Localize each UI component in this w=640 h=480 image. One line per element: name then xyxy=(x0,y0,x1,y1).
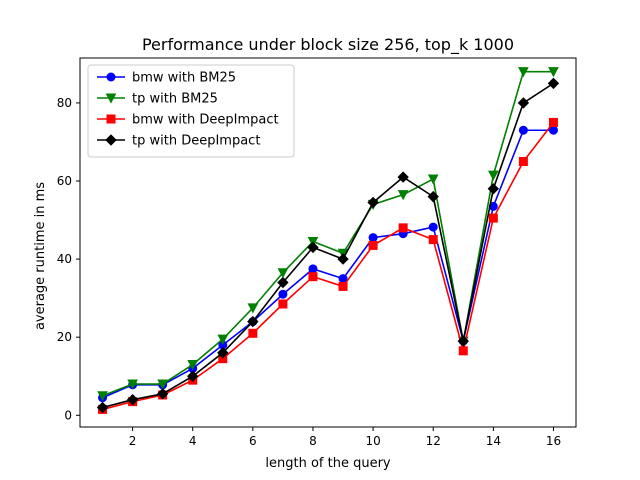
data-point xyxy=(487,183,500,195)
data-point xyxy=(548,125,558,135)
y-tick-label: 60 xyxy=(57,174,72,188)
data-point xyxy=(247,303,259,314)
data-point xyxy=(127,379,138,390)
data-point xyxy=(488,213,498,223)
data-point xyxy=(96,401,109,414)
series-line xyxy=(102,70,554,397)
data-point xyxy=(548,117,558,127)
series-2 xyxy=(97,67,559,402)
data-point xyxy=(368,240,378,250)
data-point xyxy=(518,125,528,135)
data-point xyxy=(517,97,530,109)
data-point xyxy=(518,67,529,78)
series-line xyxy=(102,129,554,399)
y-tick-label: 40 xyxy=(57,252,72,266)
y-tick-label: 80 xyxy=(57,96,72,110)
data-point xyxy=(428,235,438,245)
chart-title: Performance under block size 256, top_k … xyxy=(142,35,514,55)
data-point xyxy=(397,171,409,183)
data-point xyxy=(187,360,199,371)
data-point xyxy=(308,264,318,274)
data-point xyxy=(217,334,229,345)
x-tick-label: 2 xyxy=(129,434,137,448)
x-tick-label: 8 xyxy=(309,434,317,448)
data-point xyxy=(398,223,408,233)
data-point xyxy=(548,67,559,78)
data-point xyxy=(338,281,348,291)
legend-marker xyxy=(106,114,116,124)
data-point xyxy=(217,347,229,359)
legend-label: bmw with DeepImpact xyxy=(132,113,279,128)
x-tick-label: 14 xyxy=(486,434,501,448)
legend-item: tp with DeepImpact xyxy=(97,134,260,149)
data-point xyxy=(278,299,288,309)
legend-item: bmw with BM25 xyxy=(97,71,236,86)
series-3 xyxy=(98,117,558,414)
y-axis-label: average runtime in ms xyxy=(33,182,48,330)
data-point xyxy=(126,393,139,406)
y-tick-label: 20 xyxy=(57,330,72,344)
legend-marker xyxy=(106,72,116,82)
data-point xyxy=(427,190,439,203)
x-axis-label: length of the query xyxy=(265,456,391,471)
data-point xyxy=(428,222,438,232)
legend-marker xyxy=(105,93,117,104)
legend-label: tp with DeepImpact xyxy=(132,134,260,149)
data-point xyxy=(427,174,439,185)
data-point xyxy=(278,289,288,299)
data-point xyxy=(367,196,379,209)
x-tick-label: 6 xyxy=(249,434,257,448)
legend-label: bmw with BM25 xyxy=(132,71,236,86)
data-point xyxy=(337,253,349,265)
x-tick-label: 12 xyxy=(426,434,441,448)
legend-item: tp with BM25 xyxy=(97,92,218,107)
data-point xyxy=(97,391,108,402)
data-point xyxy=(156,388,169,400)
series-4 xyxy=(96,77,560,414)
data-point xyxy=(308,272,318,282)
x-tick-label: 4 xyxy=(189,434,197,448)
series-line xyxy=(102,121,555,411)
data-point xyxy=(547,77,560,90)
axes-frame xyxy=(79,57,577,428)
legend-box xyxy=(87,64,295,158)
data-point xyxy=(248,328,258,338)
data-point xyxy=(157,379,168,390)
data-point xyxy=(368,233,378,243)
data-point xyxy=(488,170,499,181)
data-point xyxy=(247,315,259,328)
legend-label: tp with BM25 xyxy=(132,92,218,107)
plot-area: 2 4 6 8 10 12 14 16 0 20 40 60 80 bmw with BM25 tp wit… xyxy=(57,57,577,448)
x-tick-label: 10 xyxy=(365,434,380,448)
data-point xyxy=(457,335,469,347)
legend-marker xyxy=(105,134,117,146)
data-point xyxy=(187,370,199,382)
data-point xyxy=(397,190,409,201)
data-point xyxy=(277,276,289,289)
y-tick-label: 0 xyxy=(64,408,72,422)
series-line xyxy=(102,82,554,409)
data-point xyxy=(458,346,468,356)
legend-item: bmw with DeepImpact xyxy=(97,113,279,128)
data-point xyxy=(277,268,289,279)
data-point xyxy=(518,156,528,166)
legend: bmw with BM25 tp with BM25 bmw with DeepIm… xyxy=(87,64,295,158)
x-tick-label: 16 xyxy=(546,434,561,448)
data-point xyxy=(307,241,319,254)
